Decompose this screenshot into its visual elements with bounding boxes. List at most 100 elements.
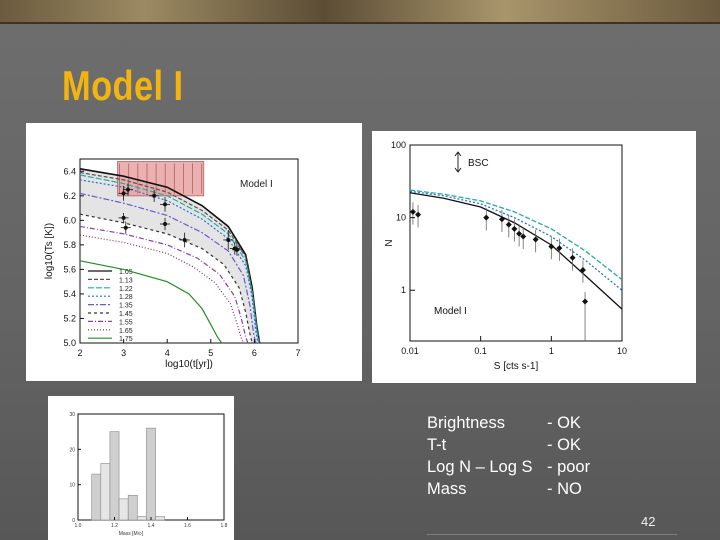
y-tick-label: 10 [396,213,406,223]
summary-label: Brightness [427,414,505,432]
x-tick-label: 7 [295,348,300,358]
y-tick-label: 1 [401,285,406,295]
summary-label: Mass [427,480,467,498]
y-tick-label: 10 [69,483,75,489]
legend-label: 1.75 [119,336,133,343]
y-tick-label: 30 [69,412,75,418]
y-tick-label: 5.0 [63,338,76,348]
legend-label: 1.35 [119,303,133,310]
data-point [226,237,231,242]
uncertainty-band [80,168,260,343]
temperature-age-chart: 1.05 1.13 1.22 1.28 1.35 1.45 1.55 1.65 1.75 Mode… [26,123,362,381]
plot-frame [409,144,623,342]
x-tick-label: 2 [77,348,82,358]
data-point [125,187,130,192]
summary-row: Brightness - OK [427,412,590,434]
data-point [532,236,539,243]
y-tick-label: 5.2 [63,313,76,323]
data-point [415,211,422,218]
summary-label: Log N – Log S [427,458,533,476]
data-point [516,230,523,237]
data-point [579,266,586,273]
series-line-1.45 [79,213,253,344]
logn-logs-chart: BSC Model I 0.01 0.1 1 10 1 10 100 S [cts s-1] N [372,131,696,383]
page-number: 42 [641,514,656,529]
data-point [483,214,490,221]
y-tick-label: 20 [69,447,75,453]
y-axis-label: log10(Ts [K]) [44,223,55,279]
histogram-bar [137,516,147,521]
legend-label: 1.13 [119,277,133,284]
data-point [163,202,168,207]
legend-label: 1.22 [119,286,133,293]
x-tick-label: 1.4 [148,523,155,529]
y-tick-label: 5.8 [63,240,76,250]
histogram-bar [155,516,165,521]
banner-strip [0,22,720,24]
data-point [548,243,555,250]
summary-list: Brightness - OK T-t - OK Log N – Log S - po… [427,412,590,500]
top-banner [0,0,720,22]
x-tick-label: 4 [165,348,170,358]
summary-row: Log N – Log S - poor [427,456,590,478]
x-tick-label: 1 [549,346,554,356]
summary-value: - poor [547,458,591,476]
data-point [556,245,563,252]
summary-value: - NO [547,480,582,498]
data-point [121,191,126,196]
bsc-legend-arrows [454,151,462,173]
data-point [582,298,589,305]
legend-label: 1.45 [119,311,133,318]
x-axis-label: Mass [M⊙] [119,531,144,537]
data-point [121,215,126,220]
data-point [511,225,518,232]
y-tick-label: 5.6 [63,264,76,274]
histogram-bar [91,473,102,521]
histogram-bar [146,427,156,521]
temperature-age-svg: 1.051.13 1.221.28 1.351.451.55 1.651.75 Mode… [44,158,301,370]
y-tick-label: 5.4 [63,289,76,299]
y-tick-label: 6.2 [63,191,76,201]
x-tick-label: 6 [252,348,257,358]
model-curve [409,190,623,291]
x-tick-label: 1.0 [75,523,82,529]
mass-histogram: 1.0 1.2 1.4 1.6 1.8 0 10 20 30 Mass [M⊙] [48,396,234,540]
model-annotation: Model I [240,179,273,190]
histogram-bar [100,463,111,521]
data-point [234,247,239,252]
summary-label: T-t [427,436,447,454]
model-annotation: Model I [434,306,467,317]
series-line-1.75 [79,260,223,344]
x-tick-label: 10 [617,346,627,356]
slide-title: Model I [62,62,184,109]
legend-label: 1.05 [119,269,133,276]
data-point [569,254,576,261]
x-axis-label: log10(t[yr]) [165,359,213,370]
logn-logs-svg: BSC Model I 0.01 0.1 1 10 1 10 100 S [cts s-1] N [384,140,627,372]
x-axis-label: S [cts s-1] [494,361,539,372]
y-tick-label: 0 [72,518,75,524]
data-point [498,216,505,223]
x-tick-label: 1.2 [111,523,118,529]
series-line-1.35 [79,192,257,344]
data-point [163,222,168,227]
plot-frame [79,158,299,344]
x-tick-label: 3 [121,348,126,358]
model-curve [409,189,623,281]
summary-row: T-t - OK [427,434,590,456]
histogram-bar [127,494,138,521]
summary-value: - OK [547,436,581,454]
legend-label: 1.28 [119,294,133,301]
x-tick-label: 0.1 [474,346,487,356]
bsc-legend-label: BSC [468,158,489,169]
x-tick-label: 1.6 [184,523,191,529]
summary-value: - OK [547,414,581,432]
y-axis-label: N [384,239,395,246]
data-point [123,225,128,230]
x-tick-label: 0.01 [401,346,419,356]
y-tick-label: 100 [391,140,406,150]
data-point [182,237,187,242]
data-point [409,208,416,215]
model-curve [409,192,623,310]
summary-row: Mass - NO [427,478,590,500]
